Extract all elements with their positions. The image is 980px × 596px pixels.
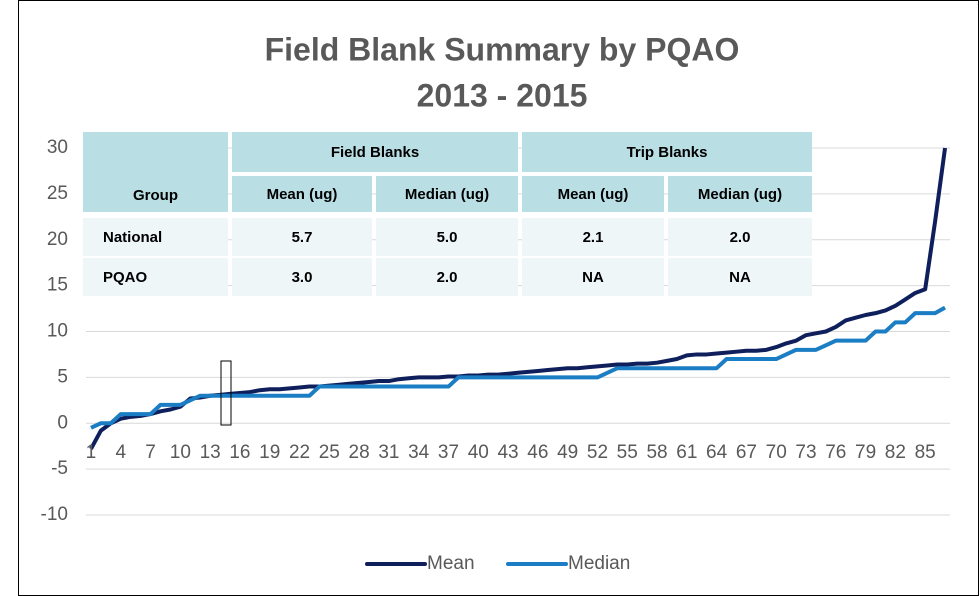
y-tick-label: 30 xyxy=(47,137,68,158)
column-header: Mean (ug) xyxy=(232,176,372,212)
y-tick-label: 20 xyxy=(47,229,68,250)
x-tick-label: 22 xyxy=(289,442,310,463)
x-tick-label: 28 xyxy=(349,442,370,463)
x-tick-label: 76 xyxy=(825,442,846,463)
y-tick-label: -5 xyxy=(51,458,68,479)
table-cell: NA xyxy=(522,258,664,296)
table-cell: 2.0 xyxy=(668,218,812,256)
chart-subtitle: 2013 - 2015 xyxy=(417,77,588,113)
x-tick-label: 85 xyxy=(915,442,936,463)
x-tick-label: 61 xyxy=(676,442,697,463)
series-line xyxy=(90,305,947,430)
column-header: Mean (ug) xyxy=(522,176,664,212)
group-header: Field Blanks xyxy=(232,132,518,172)
group-header: Group xyxy=(83,132,228,212)
column-header: Median (ug) xyxy=(376,176,518,212)
x-tick-label: 73 xyxy=(795,442,816,463)
y-tick-label: 15 xyxy=(47,275,68,296)
x-tick-label: 49 xyxy=(557,442,578,463)
x-tick-label: 58 xyxy=(646,442,667,463)
x-tick-label: 55 xyxy=(617,442,638,463)
x-tick-label: 82 xyxy=(885,442,906,463)
table-cell: 5.7 xyxy=(232,218,372,256)
table-cell: 3.0 xyxy=(232,258,372,296)
x-tick-label: 46 xyxy=(527,442,548,463)
x-tick-label: 16 xyxy=(229,442,250,463)
y-tick-label: 0 xyxy=(57,412,68,433)
column-header: Median (ug) xyxy=(668,176,812,212)
x-tick-label: 10 xyxy=(170,442,191,463)
chart-title: Field Blank Summary by PQAO xyxy=(265,31,740,67)
x-tick-label: 19 xyxy=(259,442,280,463)
x-tick-label: 7 xyxy=(145,442,156,463)
x-tick-label: 25 xyxy=(319,442,340,463)
x-tick-label: 34 xyxy=(408,442,430,463)
table-cell: 2.0 xyxy=(376,258,518,296)
y-tick-label: -10 xyxy=(41,504,68,525)
table-cell: 5.0 xyxy=(376,218,518,256)
x-tick-label: 67 xyxy=(736,442,757,463)
y-tick-label: 25 xyxy=(47,183,68,204)
x-tick-label: 1 xyxy=(86,442,97,463)
x-tick-label: 79 xyxy=(855,442,876,463)
y-tick-label: 10 xyxy=(47,321,68,342)
x-tick-label: 13 xyxy=(200,442,221,463)
x-tick-label: 31 xyxy=(378,442,399,463)
highlight-box xyxy=(220,360,232,426)
group-header: Trip Blanks xyxy=(522,132,812,172)
row-label: PQAO xyxy=(83,258,228,296)
y-tick-label: 5 xyxy=(57,366,68,387)
table-cell: 2.1 xyxy=(522,218,664,256)
x-tick-label: 37 xyxy=(438,442,459,463)
chart-frame xyxy=(18,0,979,596)
series-line xyxy=(89,147,948,450)
legend-label: Mean xyxy=(427,553,475,574)
table-cell: NA xyxy=(668,258,812,296)
x-tick-label: 64 xyxy=(706,442,728,463)
x-tick-label: 52 xyxy=(587,442,608,463)
legend-label: Median xyxy=(568,553,630,574)
x-tick-label: 43 xyxy=(497,442,518,463)
x-tick-label: 40 xyxy=(468,442,489,463)
x-tick-label: 4 xyxy=(115,442,126,463)
row-label: National xyxy=(83,218,228,256)
x-tick-label: 70 xyxy=(766,442,787,463)
